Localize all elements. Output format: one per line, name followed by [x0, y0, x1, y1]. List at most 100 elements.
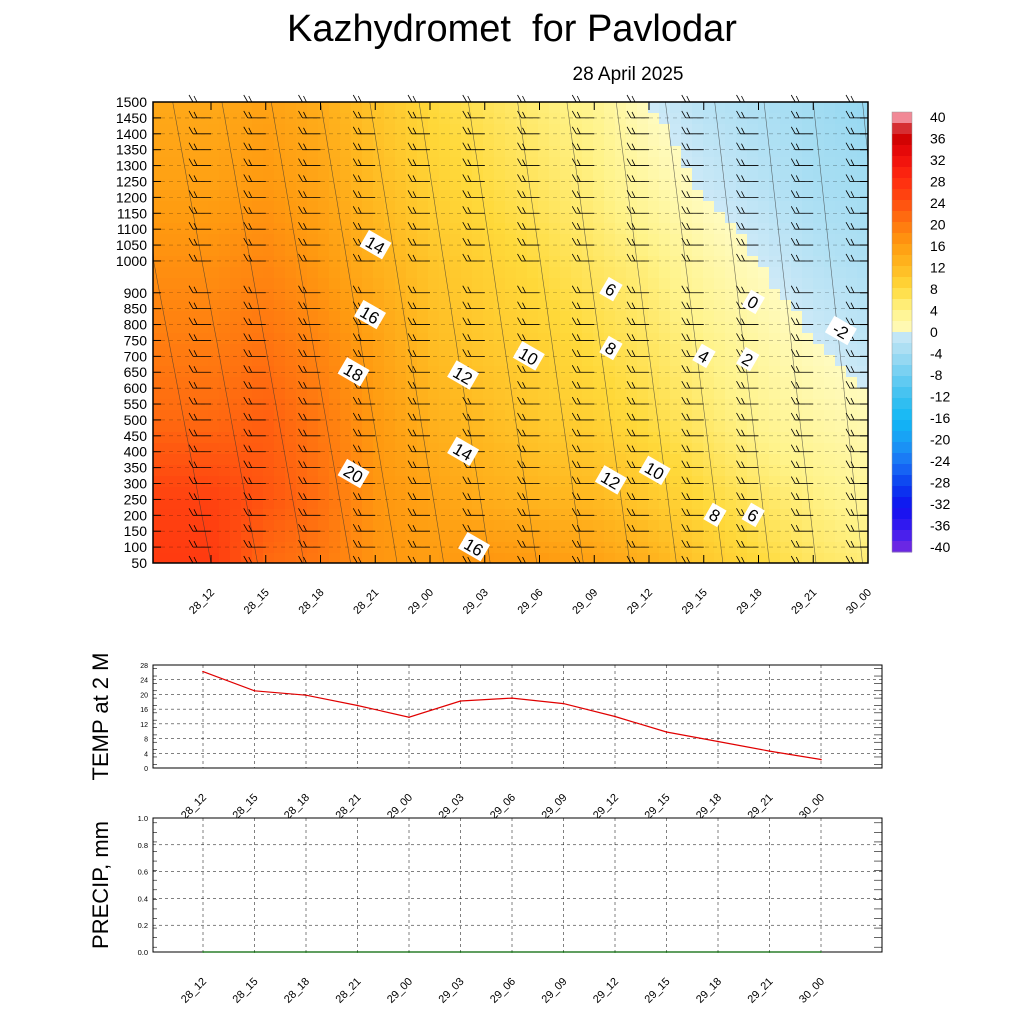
wind-barb-flag — [790, 142, 796, 150]
heat-cell — [824, 531, 836, 543]
wind-barb-flag — [467, 397, 472, 405]
heat-cell — [791, 113, 803, 125]
heat-cell — [626, 311, 638, 323]
heat-cell — [582, 135, 594, 147]
heat-cell — [648, 410, 660, 422]
heat-cell — [208, 509, 220, 521]
heat-cell — [252, 201, 264, 213]
wind-barb-flag — [571, 508, 577, 516]
heat-cell — [681, 498, 693, 510]
heat-cell — [483, 487, 495, 499]
wind-barb — [681, 476, 704, 484]
heat-cell — [857, 542, 868, 554]
heat-cell — [604, 542, 616, 554]
heat-cell — [340, 124, 352, 136]
heat-cell — [758, 355, 770, 367]
heat-cell — [769, 377, 781, 389]
x-tick-label: 28_18 — [297, 587, 327, 617]
heat-cell — [780, 421, 792, 433]
wind-barb-flag — [407, 110, 413, 119]
heat-cell — [362, 443, 374, 455]
heat-cell — [769, 223, 781, 235]
heat-cell — [692, 256, 704, 268]
wind-barb-flag — [522, 429, 526, 437]
heat-cell — [153, 146, 165, 158]
heat-cell — [417, 465, 429, 477]
heat-cell — [835, 377, 847, 389]
wind-barb — [188, 237, 211, 246]
wind-barb-flag — [298, 508, 303, 516]
heat-cell — [571, 432, 583, 444]
heat-cell — [703, 135, 715, 147]
heat-cell — [857, 531, 868, 543]
heat-cell — [714, 553, 726, 563]
heat-cell — [758, 322, 770, 334]
heat-cell — [373, 476, 385, 488]
heat-cell — [802, 355, 814, 367]
wind-barb — [681, 492, 704, 500]
heat-cell — [373, 333, 385, 345]
wind-barb-flag — [352, 94, 358, 103]
wind-barb-flag — [248, 175, 253, 182]
wind-barb-flag — [626, 380, 632, 389]
heat-cell — [681, 509, 693, 521]
x-tick-label: 29_12 — [591, 792, 621, 822]
heat-cell — [263, 234, 275, 246]
heat-cell — [318, 410, 330, 422]
wind-barb — [243, 142, 266, 151]
heat-cell — [274, 168, 286, 180]
heat-cell — [186, 454, 198, 466]
heat-cell — [285, 487, 297, 499]
wind-barb — [626, 539, 649, 548]
heat-cell — [747, 454, 759, 466]
heat-cell — [329, 487, 341, 499]
heat-cell — [318, 212, 330, 224]
heat-cell — [571, 179, 583, 191]
heat-cell — [791, 157, 803, 169]
heat-cell — [296, 168, 308, 180]
heat-cell — [318, 113, 330, 125]
heat-cell — [362, 410, 374, 422]
heat-cell — [582, 509, 594, 521]
heat-cell — [527, 366, 539, 378]
heat-cell — [307, 410, 319, 422]
heat-cell — [296, 355, 308, 367]
heat-cell — [285, 465, 297, 477]
wind-barb — [352, 396, 376, 405]
heat-cell — [175, 553, 187, 563]
heat-cell — [505, 388, 517, 400]
heat-cell — [516, 157, 528, 169]
heat-cell — [318, 278, 330, 290]
wind-barb — [736, 365, 759, 373]
heat-cell — [252, 553, 264, 563]
x-tick-label: 29_03 — [437, 792, 467, 822]
heat-cell — [450, 498, 462, 510]
heat-cell — [406, 278, 418, 290]
wind-barb-flag — [467, 111, 472, 119]
heat-cell — [208, 498, 220, 510]
heat-cell — [164, 454, 176, 466]
heat-cell — [802, 410, 814, 422]
heat-cell — [714, 432, 726, 444]
heat-cell — [241, 234, 253, 246]
wind-barb-flag — [352, 301, 358, 309]
heat-cell — [252, 300, 264, 312]
heat-cell — [230, 190, 242, 202]
wind-barb-flag — [248, 111, 253, 119]
heat-cell — [736, 388, 748, 400]
heat-cell — [483, 256, 495, 268]
wind-barb-flag — [571, 301, 577, 309]
wind-barb-flag — [467, 238, 472, 246]
heat-cell — [384, 157, 396, 169]
heat-cell — [263, 300, 275, 312]
heat-cell — [659, 410, 671, 422]
heat-cell — [549, 157, 561, 169]
heat-cell — [428, 267, 440, 279]
heat-cell — [846, 278, 858, 290]
heat-cell — [164, 443, 176, 455]
heat-cell — [219, 509, 231, 521]
wind-barb-flag — [193, 509, 198, 516]
heat-cell — [318, 509, 330, 521]
heat-cell — [670, 256, 682, 268]
heat-cell — [329, 542, 341, 554]
